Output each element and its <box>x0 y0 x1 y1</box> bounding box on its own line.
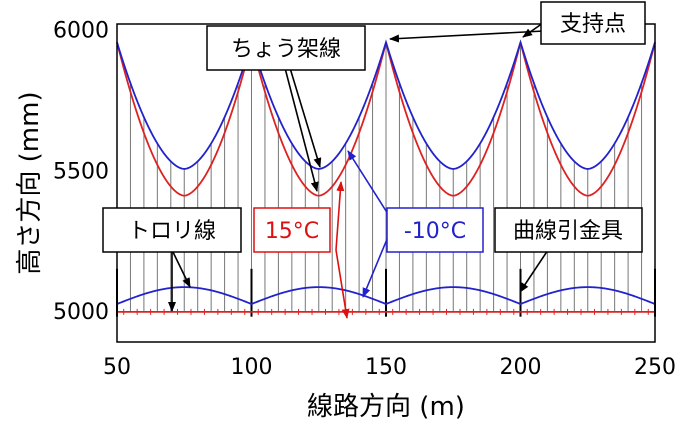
x-tick-label: 150 <box>365 355 407 380</box>
catenary-arrow-1 <box>289 67 322 168</box>
y-tick-label: 5500 <box>53 159 109 184</box>
x-tick-label: 200 <box>500 355 542 380</box>
support-callout: 支持点 <box>540 1 646 45</box>
catenary-callout: ちょう架線 <box>206 25 366 71</box>
catenary-label: ちょう架線 <box>231 37 341 62</box>
plot-frame <box>116 23 656 343</box>
trolley-label: トロリ線 <box>128 219 216 244</box>
temp-cold-arrow-down <box>362 231 391 298</box>
trolley-minus10c-line <box>116 286 656 305</box>
y-axis-title: 高さ方向 (mm) <box>15 91 45 274</box>
temp-cold-label: -10°C <box>404 219 466 244</box>
y-tick-label: 5000 <box>53 300 109 325</box>
temp-hot-label: 15°C <box>265 219 319 244</box>
annotation-arrows <box>168 22 549 319</box>
trolley-callout: トロリ線 <box>102 207 242 253</box>
wire-curves <box>116 39 656 313</box>
pull-off-arrow <box>519 249 549 293</box>
temp-cold-arrow-up <box>347 150 389 215</box>
support-arrow-1 <box>389 30 545 43</box>
catenary-arrow-2 <box>284 67 319 192</box>
y-tick-labels: 5000 5500 6000 <box>53 19 109 325</box>
pull-off-label: 曲線引金具 <box>513 219 623 244</box>
temp-hot-callout: 15°C <box>253 207 331 253</box>
y-tick-label: 6000 <box>53 19 109 44</box>
support-label: 支持点 <box>560 12 626 37</box>
trolley-arrow-1 <box>171 249 191 288</box>
x-tick-labels: 50 100 150 200 250 <box>103 355 676 380</box>
temp-cold-callout: -10°C <box>386 207 484 253</box>
x-axis-title: 線路方向 (m) <box>307 392 465 422</box>
x-tick-label: 50 <box>103 355 131 380</box>
catenary-minus10c-line <box>116 39 656 170</box>
temp-hot-arrow-up <box>335 181 345 251</box>
x-tick-label: 250 <box>634 355 676 380</box>
x-tick-label: 100 <box>231 355 273 380</box>
pull-off-callout: 曲線引金具 <box>494 207 643 253</box>
temp-hot-arrow-down <box>335 249 350 319</box>
support-arrow-2 <box>522 22 544 38</box>
